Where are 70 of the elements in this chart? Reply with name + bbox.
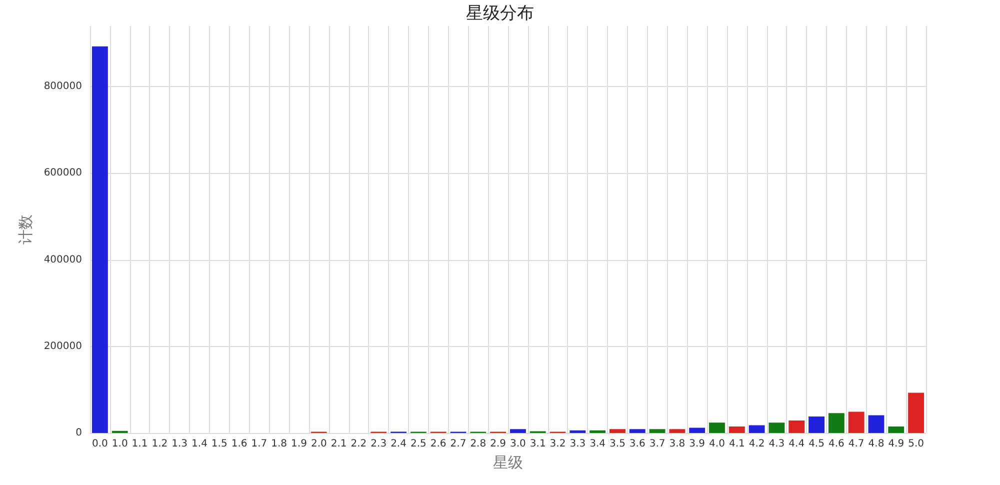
y-tick-label: 600000: [44, 168, 82, 179]
x-tick-label: 1.2: [152, 438, 168, 450]
y-tick-label: 200000: [44, 340, 82, 352]
x-tick-label: 4.8: [868, 438, 884, 450]
x-tick-label: 1.6: [231, 438, 248, 450]
x-tick-label: 1.7: [251, 438, 268, 450]
x-tick-label: 4.5: [808, 438, 824, 450]
x-tick-label: 2.6: [430, 438, 446, 450]
x-tick-label: 3.3: [570, 438, 586, 450]
bar: [610, 429, 626, 433]
bar: [649, 429, 666, 433]
bar: [510, 429, 526, 433]
bar: [908, 392, 924, 433]
bar: [629, 429, 646, 433]
x-tick-label: 3.5: [610, 438, 626, 450]
x-tick-label: 2.5: [410, 438, 426, 450]
x-tick-label: 2.9: [490, 438, 506, 450]
x-tick-label: 3.0: [510, 438, 526, 450]
bar: [848, 412, 864, 433]
x-tick-label: 2.3: [370, 438, 387, 450]
x-tick-label: 4.2: [748, 438, 765, 450]
x-tick-label: 1.0: [112, 438, 128, 450]
x-tick-label: 4.4: [788, 438, 805, 450]
bar: [92, 46, 108, 433]
x-tick-label: 4.6: [828, 438, 844, 450]
x-tick-label: 2.7: [450, 438, 466, 450]
x-tick-label: 2.2: [350, 438, 367, 450]
x-tick-label: 1.1: [132, 438, 148, 450]
x-tick-label: 2.8: [470, 438, 486, 450]
bar: [828, 413, 844, 433]
x-tick-label: 3.7: [649, 438, 666, 450]
x-tick-label: 4.1: [728, 438, 745, 450]
x-tick-label: 3.4: [590, 438, 606, 450]
bar: [709, 422, 725, 433]
y-tick-label: 0: [76, 428, 82, 438]
y-tick-label: 400000: [44, 254, 82, 266]
x-tick-label: 0.0: [92, 438, 108, 450]
x-tick-label: 2.4: [390, 438, 406, 450]
bar: [868, 415, 884, 433]
y-tick-label: 800000: [44, 81, 82, 92]
bar: [748, 425, 765, 433]
bar: [768, 422, 785, 433]
chart-title: 星级分布: [466, 4, 534, 24]
x-tick-label: 3.9: [689, 438, 706, 450]
x-tick-label: 3.6: [629, 438, 646, 450]
y-axis-title: 计数: [16, 214, 34, 244]
bar: [808, 416, 824, 433]
bar: [689, 428, 706, 433]
x-tick-label: 1.9: [291, 438, 307, 450]
x-tick-label: 3.1: [530, 438, 546, 450]
bar: [728, 426, 745, 433]
x-tick-label: 1.5: [211, 438, 228, 450]
x-tick-label: 1.3: [172, 438, 188, 450]
x-tick-label: 1.4: [192, 438, 208, 450]
bar: [788, 420, 805, 433]
bar: [590, 430, 606, 433]
bar: [888, 426, 904, 433]
x-tick-label: 3.2: [550, 438, 566, 450]
x-tick-label: 2.0: [310, 438, 327, 450]
x-axis-title: 星级: [493, 454, 523, 472]
bar: [570, 430, 586, 433]
x-tick-label: 3.8: [669, 438, 686, 450]
x-tick-label: 4.0: [709, 438, 725, 450]
x-tick-label: 4.9: [888, 438, 904, 450]
x-tick-label: 2.1: [330, 438, 347, 450]
x-tick-label: 1.8: [271, 438, 288, 450]
x-tick-label: 4.3: [768, 438, 785, 450]
x-tick-label: 4.7: [848, 438, 864, 450]
x-tick-label: 5.0: [908, 438, 924, 450]
bar: [669, 429, 686, 433]
